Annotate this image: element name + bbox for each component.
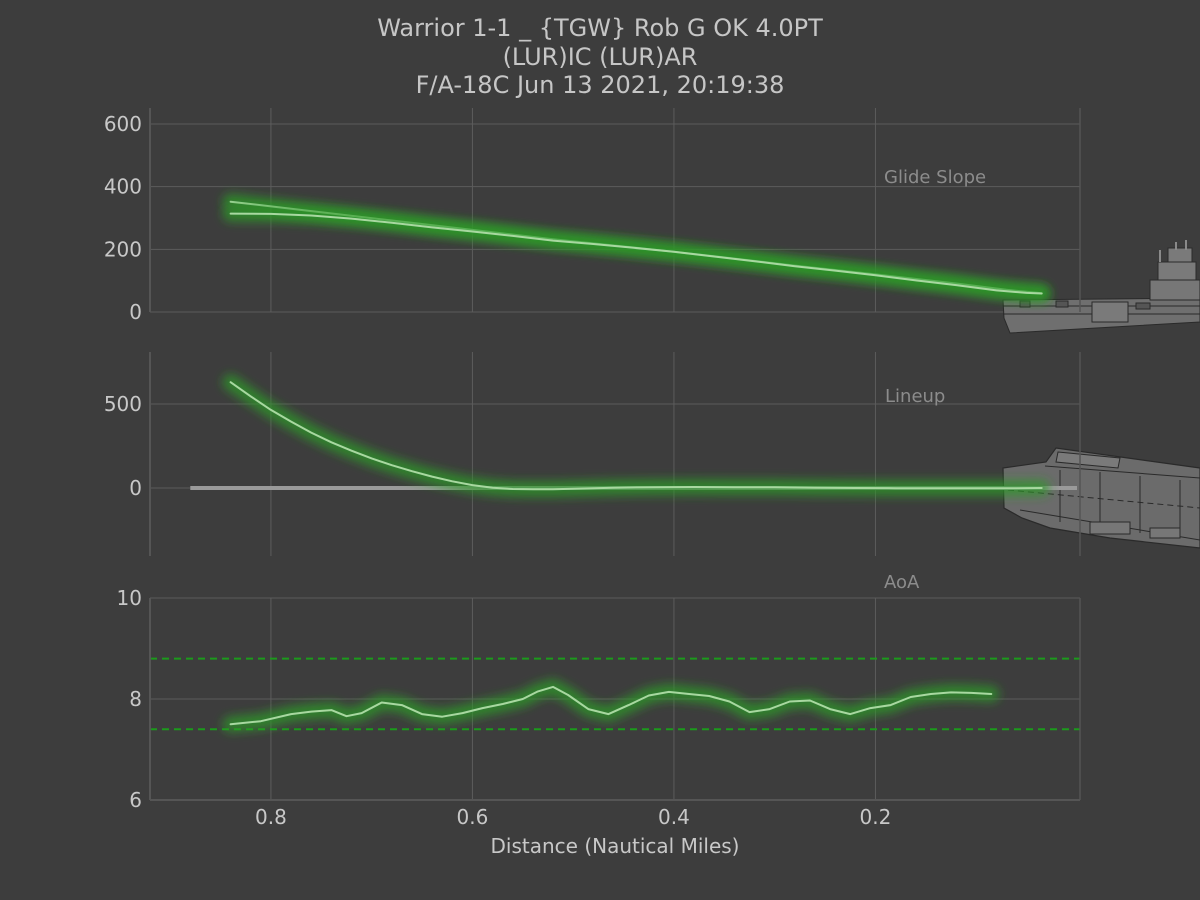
ship-layer (1002, 240, 1200, 549)
y-tick-label: 10 (117, 586, 142, 610)
y-tick-label: 200 (104, 237, 142, 261)
y-tick-label: 600 (104, 112, 142, 136)
panel-label: Glide Slope (884, 167, 986, 188)
x-tick-label: 0.2 (860, 805, 892, 829)
flight-path-line (229, 381, 1043, 491)
title-line-1: Warrior 1-1 _ {TGW} Rob G OK 4.0PT (377, 14, 823, 42)
x-tick-label: 0.8 (255, 805, 287, 829)
flight-path-line (229, 685, 993, 726)
flight-path-line (229, 212, 1043, 295)
y-tick-label: 500 (104, 392, 142, 416)
series-layer (190, 193, 1077, 733)
title-line-2: (LUR)IC (LUR)AR (502, 42, 698, 71)
x-tick-label: 0.4 (658, 805, 690, 829)
x-axis-label: Distance (Nautical Miles) (491, 834, 740, 858)
y-tick-label: 0 (129, 476, 142, 500)
y-tick-label: 0 (129, 300, 142, 324)
axes-layer (149, 108, 1081, 801)
label-layer: 0 200 400 600 Glide Slope 0 500 Lineup 6 8 10 AoA 0.… (104, 112, 986, 858)
panel-label: Lineup (885, 386, 945, 407)
y-tick-label: 8 (129, 687, 142, 711)
y-tick-label: 6 (129, 788, 142, 812)
title-line-3: F/A-18C Jun 13 2021, 20:19:38 (415, 71, 785, 99)
x-tick-label: 0.6 (457, 805, 489, 829)
carrier-side-view-icon (1002, 240, 1200, 334)
chart-title: Warrior 1-1 _ {TGW} Rob G OK 4.0PT (LUR)… (0, 14, 1200, 100)
series-glow (222, 678, 1000, 733)
carrier-top-view-icon (1002, 447, 1200, 549)
panel-label: AoA (884, 572, 920, 593)
y-tick-label: 400 (104, 175, 142, 199)
aoa-limit-layer (150, 657, 1080, 731)
